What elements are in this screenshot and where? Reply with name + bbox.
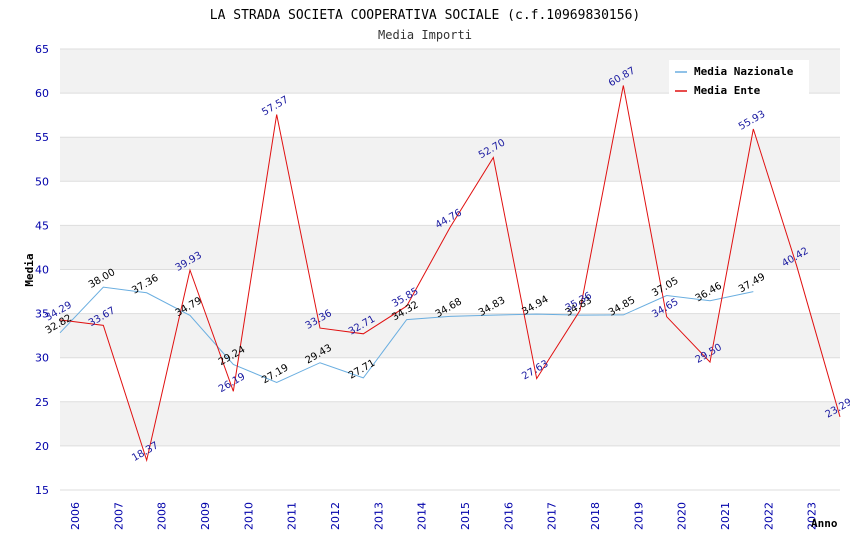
x-tick-label: 2017 [546, 502, 559, 530]
y-axis-ticks: 15 20 25 30 35 40 45 50 55 60 65 [35, 43, 49, 497]
x-tick-label: 2019 [632, 502, 645, 530]
grid-band [60, 225, 840, 270]
grid-band [60, 181, 840, 226]
chart-subtitle: Media Importi [378, 28, 472, 42]
x-tick-label: 2011 [286, 502, 299, 530]
legend-box [669, 60, 809, 98]
y-tick-label: 65 [35, 43, 49, 56]
y-tick-label: 30 [35, 352, 49, 365]
y-tick-label: 35 [35, 308, 49, 321]
series-line-media-ente [59, 85, 841, 463]
series-lines [59, 85, 841, 463]
legend-label-media-nazionale: Media Nazionale [694, 65, 794, 78]
grid-band [60, 401, 840, 446]
y-tick-label: 20 [35, 440, 49, 453]
x-tick-label: 2006 [69, 502, 82, 530]
legend: Media Nazionale Media Ente [669, 60, 809, 98]
legend-label-media-ente: Media Ente [694, 84, 761, 97]
x-tick-label: 2013 [372, 502, 385, 530]
x-tick-label: 2009 [199, 502, 212, 530]
grid-bands [60, 48, 840, 491]
y-tick-label: 60 [35, 87, 49, 100]
x-tick-label: 2008 [156, 502, 169, 530]
x-tick-label: 2020 [676, 502, 689, 530]
x-axis-ticks: 2006 2007 2008 2009 2010 2011 2012 2013 2014 2015… [69, 502, 850, 530]
x-axis-label: Anno [811, 517, 838, 530]
x-tick-label: 2012 [329, 502, 342, 530]
x-tick-label: 2023 [806, 502, 819, 530]
y-tick-label: 45 [35, 219, 49, 232]
x-tick-label: 2021 [719, 502, 732, 530]
y-tick-label: 25 [35, 396, 49, 409]
grid-band [60, 445, 840, 490]
grid-band [60, 137, 840, 182]
grid-band [60, 313, 840, 358]
grid-band [60, 269, 840, 314]
chart-title: LA STRADA SOCIETA COOPERATIVA SOCIALE (c… [210, 8, 640, 23]
y-tick-label: 15 [35, 484, 49, 497]
grid-band [60, 93, 840, 138]
x-tick-label: 2015 [459, 502, 472, 530]
x-tick-label: 2022 [762, 502, 775, 530]
y-tick-label: 40 [35, 264, 49, 277]
grid-band [60, 357, 840, 402]
y-axis-label: Media [23, 253, 36, 286]
x-tick-label: 2007 [112, 502, 125, 530]
y-tick-label: 50 [35, 175, 49, 188]
x-tick-label: 2010 [242, 502, 255, 530]
x-tick-label: 2016 [502, 502, 515, 530]
y-tick-label: 55 [35, 131, 49, 144]
series-line-media-nazionale [59, 286, 754, 384]
x-tick-label: 2018 [589, 502, 602, 530]
x-tick-label: 2014 [416, 502, 429, 530]
